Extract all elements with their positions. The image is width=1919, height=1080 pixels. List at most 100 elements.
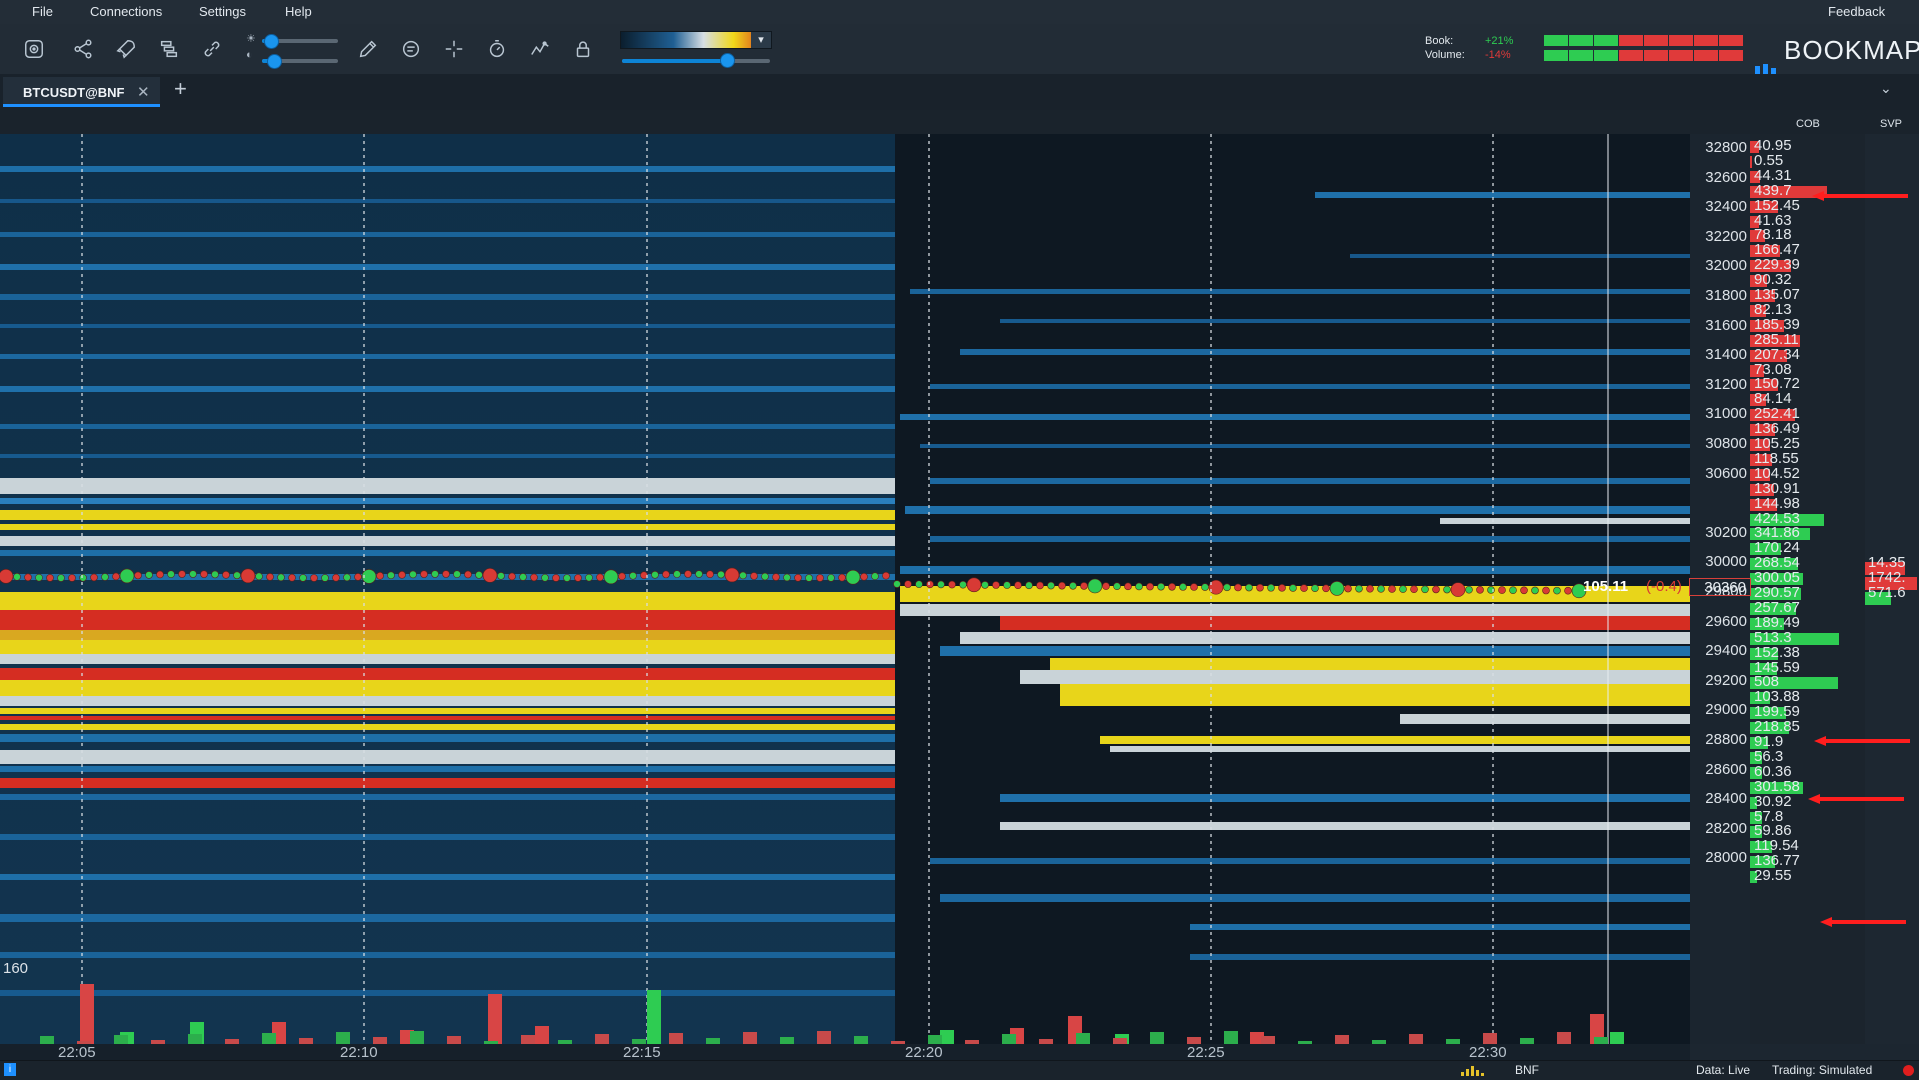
cob-bar [1750,737,1768,749]
rocket-icon[interactable] [113,36,139,62]
cob-value: 145.59 [1754,658,1800,676]
brightness-slider-track[interactable] [262,39,338,43]
time-tick-label: 22:05 [58,1044,96,1061]
chevron-down-icon[interactable]: ▾ [751,32,771,48]
trade-dot [541,573,549,582]
trade-dot [310,574,318,582]
volume-bar [1298,1041,1312,1044]
trade-dot [684,570,692,578]
heatmap-history-region [0,134,895,1044]
menu-connections[interactable]: Connections [90,4,163,19]
link-icon[interactable] [199,36,225,62]
cob-value: 252.41 [1754,405,1800,423]
menu-file[interactable]: File [32,4,53,19]
trade-dot [1014,581,1022,590]
cob-bar [1750,200,1778,213]
trade-dot [1432,585,1440,594]
cob-value: 30.92 [1754,792,1792,810]
volume-bar [891,1041,905,1044]
time-tick-label: 22:20 [905,1044,943,1061]
brightness-slider-handle[interactable] [264,34,279,49]
cob-value: 78.18 [1754,226,1792,244]
cob-bar [1750,498,1777,511]
book-value: +21% [1485,35,1514,47]
info-icon[interactable]: i [4,1063,16,1076]
trade-dot [552,574,560,582]
heatmap-chart[interactable] [0,134,1690,1044]
liquidity-band [930,384,1690,389]
stopwatch-icon[interactable] [484,36,510,62]
cob-bar [1750,781,1804,794]
close-icon[interactable]: ✕ [137,84,150,101]
indicator-icon[interactable] [527,36,553,62]
trade-dot [1208,579,1224,595]
cob-value: 29.55 [1754,867,1792,885]
meter-cell [1694,35,1718,46]
lock-icon[interactable] [570,36,596,62]
svp-header: SVP [1880,118,1903,130]
trade-dot [1025,581,1033,590]
feedback-link[interactable]: Feedback [1828,4,1886,19]
cob-bar [1750,513,1825,526]
liquidity-band [0,498,895,504]
trade-dot [959,580,967,589]
cob-value: 135.07 [1754,286,1800,303]
trade-dot [1410,585,1418,593]
trade-dot [948,580,956,589]
cob-bar [1750,751,1762,764]
liquidity-band [1110,746,1690,752]
pencil-icon[interactable] [355,36,381,62]
tab-btcusdt[interactable]: BTCUSDT@BNF ✕ [3,77,160,107]
meter-cell [1669,50,1693,61]
cob-value: 207.34 [1754,345,1800,363]
add-tab-button[interactable]: + [174,76,187,101]
trade-dot [1542,586,1550,595]
menu-bar: File Connections Settings Help Feedback [0,0,1919,25]
trade-dot [860,572,868,581]
trade-dot [189,570,197,578]
liquidity-band [0,510,895,520]
trade-dot [200,570,208,578]
cob-value: 152.38 [1754,643,1800,661]
price-tick-label: 31600 [1705,316,1747,334]
menu-help[interactable]: Help [285,4,312,19]
cob-bar [1750,558,1798,571]
gradient-slider-handle[interactable] [720,53,735,68]
liquidity-band [0,750,895,764]
price-tick-label: 31000 [1705,405,1747,423]
trading-status: Trading: Simulated [1772,1063,1873,1077]
trade-dot [1421,585,1429,594]
menu-settings[interactable]: Settings [199,4,246,19]
cob-bar [1750,394,1767,407]
price-tick-label: 28600 [1705,760,1747,778]
volume-label: Volume: [1425,49,1465,61]
liquidity-band [940,646,1690,656]
liquidity-band [1000,822,1690,830]
trade-dot [387,571,395,580]
heatmap-gradient-select[interactable]: ▾ [620,31,772,49]
gradient-slider-fill [622,59,726,63]
contrast-slider-track[interactable] [262,59,338,63]
volume-bar [77,1041,91,1044]
volume-bar [1150,1032,1164,1044]
svp-bar [1865,592,1891,605]
share-icon[interactable] [70,36,96,62]
volume-bar [965,1040,979,1044]
liquidity-band [0,536,895,546]
chat-icon[interactable] [398,36,424,62]
crosshair-icon[interactable] [441,36,467,62]
camera-target-icon[interactable] [21,36,47,62]
cob-value: 91.9 [1754,733,1784,750]
trade-dot [1278,584,1286,592]
stack-icon[interactable] [156,36,182,62]
chevron-down-icon[interactable]: ⌄ [1880,80,1892,96]
trade-dot [0,569,14,584]
volume-bar [225,1039,239,1044]
liquidity-band [1020,670,1690,684]
trade-dot [1201,583,1209,591]
contrast-slider-handle[interactable] [267,54,282,69]
liquidity-band [0,794,895,800]
time-axis: 22:05 22:10 22:15 22:20 22:25 22:30 [0,1044,1690,1061]
meter-cell [1569,50,1593,61]
cob-panel: 40.95 0.55 44.31 439.7 152.45 41.63 78.18 166.4… [1750,134,1865,1044]
